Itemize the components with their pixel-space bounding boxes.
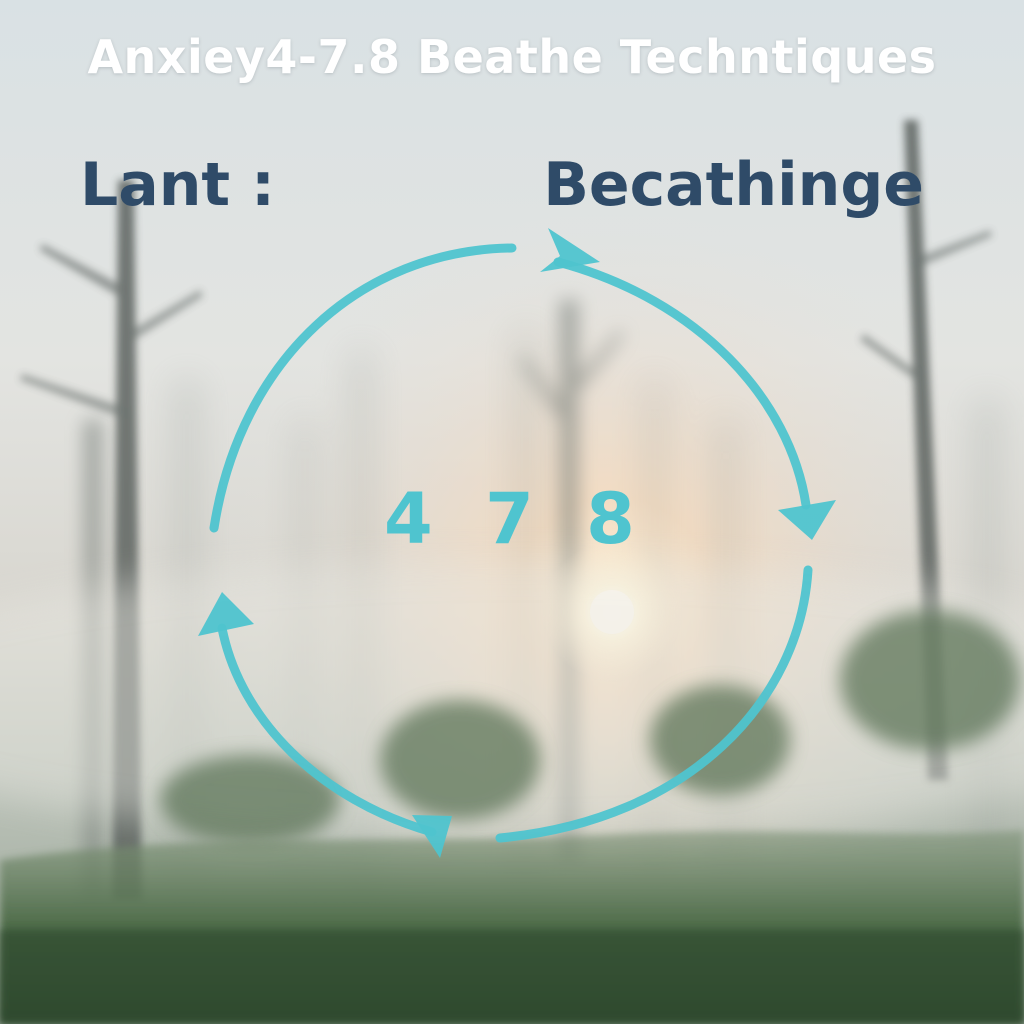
page-title: Anxiey4-7.8 Beathe Techntiques — [87, 30, 937, 84]
cycle-arrowhead-bottom — [412, 815, 452, 858]
cycle-arc-top-right — [553, 257, 811, 510]
cycle-arrowhead-right — [778, 500, 836, 540]
cycle-arrowhead-left — [198, 592, 254, 636]
right-label: Becathinge — [543, 150, 924, 220]
left-label: Lant : — [80, 150, 275, 220]
cycle-arc-bottom-left — [217, 623, 437, 837]
breathing-count-number: 4 7 8 — [384, 478, 649, 560]
cycle-arrowhead-top — [540, 228, 600, 272]
cycle-arc-top-left — [209, 243, 517, 533]
cycle-arc-bottom-right — [495, 565, 813, 843]
